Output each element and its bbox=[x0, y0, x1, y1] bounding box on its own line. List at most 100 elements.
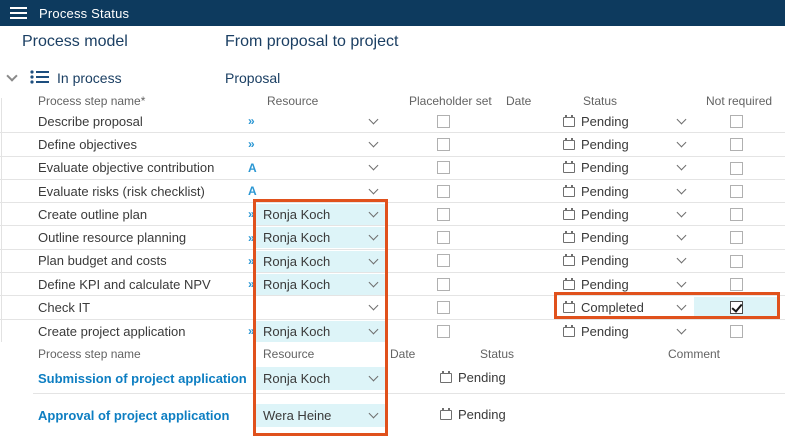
placeholder-set-checkbox[interactable] bbox=[437, 207, 450, 221]
resource-select[interactable]: Ronja Koch bbox=[256, 250, 386, 272]
status-select[interactable]: Pending bbox=[563, 180, 693, 202]
resource-value: Ronja Koch bbox=[263, 207, 331, 223]
chevron-down-icon bbox=[676, 230, 687, 241]
status-select[interactable]: Pending bbox=[563, 273, 693, 295]
hamburger-menu-icon[interactable] bbox=[10, 7, 27, 19]
chevron-down-icon bbox=[368, 137, 379, 148]
status-value: Pending bbox=[458, 370, 506, 385]
resource-select[interactable]: Ronja Koch bbox=[256, 227, 386, 249]
step-name: Evaluate objective contribution bbox=[38, 160, 215, 176]
col-resource: Resource bbox=[267, 94, 319, 108]
not-required-checkbox[interactable] bbox=[729, 208, 743, 222]
step-name: Describe proposal bbox=[38, 113, 143, 129]
resource-select[interactable] bbox=[256, 133, 386, 155]
not-required-checkbox[interactable] bbox=[729, 301, 743, 315]
resource-prefix: A bbox=[248, 184, 257, 199]
table-row-create-project-application: Create project application » Ronja Koch … bbox=[0, 320, 785, 343]
chevron-down-icon bbox=[368, 114, 379, 125]
status-value: Pending bbox=[458, 407, 506, 422]
table-row-describe-proposal: Describe proposal » Pending bbox=[0, 110, 785, 134]
not-required-checkbox[interactable] bbox=[729, 254, 743, 268]
status-select[interactable]: Pending bbox=[563, 203, 693, 225]
status-value: Pending bbox=[581, 276, 629, 292]
resource-select[interactable]: Ronja Koch bbox=[256, 367, 386, 390]
status-value: Pending bbox=[581, 323, 629, 339]
collapse-chevron-icon[interactable] bbox=[6, 70, 18, 82]
resource-value: Ronja Koch bbox=[263, 253, 331, 269]
table-row-outline-resource-planning: Outline resource planning » Ronja Koch P… bbox=[0, 226, 785, 250]
calendar-icon bbox=[440, 371, 452, 383]
step-name: Define KPI and calculate NPV bbox=[38, 276, 211, 292]
chevron-down-icon bbox=[368, 207, 379, 218]
chevron-down-icon bbox=[368, 324, 379, 335]
resource-prefix: A bbox=[248, 160, 257, 175]
phase-name-label: Proposal bbox=[225, 70, 281, 86]
table-row-submission: Submission of project application Ronja … bbox=[0, 367, 785, 392]
chevron-down-icon bbox=[368, 160, 379, 171]
placeholder-set-checkbox[interactable] bbox=[437, 184, 450, 198]
calendar-icon bbox=[563, 277, 575, 290]
chevron-down-icon bbox=[368, 300, 379, 311]
row-divider bbox=[33, 393, 785, 394]
chevron-down-icon bbox=[676, 277, 687, 288]
placeholder-set-checkbox[interactable] bbox=[437, 301, 450, 315]
placeholder-set-checkbox[interactable] bbox=[437, 277, 450, 291]
calendar-icon bbox=[563, 184, 575, 197]
resource-value: Wera Heine bbox=[263, 408, 332, 423]
placeholder-set-checkbox[interactable] bbox=[437, 137, 450, 151]
status-select[interactable]: Pending bbox=[563, 133, 693, 155]
milestones-table: Process step name Resource Date Status C… bbox=[0, 345, 785, 441]
col-date: Date bbox=[506, 94, 532, 108]
resource-select[interactable] bbox=[256, 296, 386, 318]
col-placeholder: Placeholder set bbox=[409, 94, 492, 108]
step-name: Evaluate risks (risk checklist) bbox=[38, 183, 205, 199]
status-select[interactable]: Completed bbox=[563, 296, 693, 318]
not-required-checkbox[interactable] bbox=[729, 231, 743, 245]
resource-select[interactable] bbox=[256, 157, 386, 179]
not-required-checkbox[interactable] bbox=[729, 161, 743, 175]
resource-select[interactable] bbox=[256, 110, 386, 132]
placeholder-set-checkbox[interactable] bbox=[437, 254, 450, 268]
status-select[interactable]: Pending bbox=[563, 320, 693, 343]
not-required-checkbox[interactable] bbox=[729, 115, 743, 128]
resource-select[interactable]: Ronja Koch bbox=[256, 204, 386, 226]
resource-select[interactable] bbox=[256, 180, 386, 202]
status-value: Pending bbox=[581, 253, 629, 269]
step-link[interactable]: Approval of project application bbox=[38, 408, 230, 423]
col-status: Status bbox=[480, 347, 515, 361]
table1-header-row: Process step name* Resource Placeholder … bbox=[0, 94, 785, 110]
step-name: Define objectives bbox=[38, 136, 137, 152]
status-select[interactable]: Pending bbox=[563, 157, 693, 179]
not-required-checkbox[interactable] bbox=[729, 278, 743, 292]
resource-select[interactable]: Ronja Koch bbox=[256, 320, 386, 342]
col-comment: Comment bbox=[668, 347, 721, 361]
not-required-checkbox[interactable] bbox=[729, 324, 743, 338]
process-model-label: Process model bbox=[22, 33, 128, 50]
col-date: Date bbox=[390, 347, 416, 361]
placeholder-set-checkbox[interactable] bbox=[437, 231, 450, 245]
not-required-checkbox[interactable] bbox=[729, 184, 743, 198]
chevron-down-icon bbox=[368, 254, 379, 265]
calendar-icon bbox=[563, 137, 575, 150]
resource-value: Ronja Koch bbox=[263, 277, 331, 293]
status-select[interactable]: Pending bbox=[563, 110, 693, 132]
placeholder-set-checkbox[interactable] bbox=[437, 114, 450, 128]
status-select[interactable]: Pending bbox=[563, 250, 693, 272]
table-row-define-kpi: Define KPI and calculate NPV » Ronja Koc… bbox=[0, 273, 785, 297]
status-select[interactable]: Pending bbox=[563, 226, 693, 248]
calendar-icon bbox=[563, 254, 575, 267]
resource-select[interactable]: Wera Heine bbox=[256, 404, 386, 427]
resource-select[interactable]: Ronja Koch bbox=[256, 274, 386, 296]
phase-in-process-label: In process bbox=[57, 70, 122, 86]
chevron-down-icon bbox=[368, 184, 379, 194]
resource-prefix: » bbox=[248, 324, 255, 339]
resource-prefix: » bbox=[248, 253, 255, 268]
placeholder-set-checkbox[interactable] bbox=[437, 324, 450, 338]
chevron-down-icon bbox=[676, 137, 687, 148]
step-link[interactable]: Submission of project application bbox=[38, 371, 247, 386]
resource-prefix: » bbox=[248, 137, 255, 152]
placeholder-set-checkbox[interactable] bbox=[437, 161, 450, 175]
not-required-checkbox[interactable] bbox=[729, 138, 743, 152]
status-value: Completed bbox=[581, 300, 644, 316]
